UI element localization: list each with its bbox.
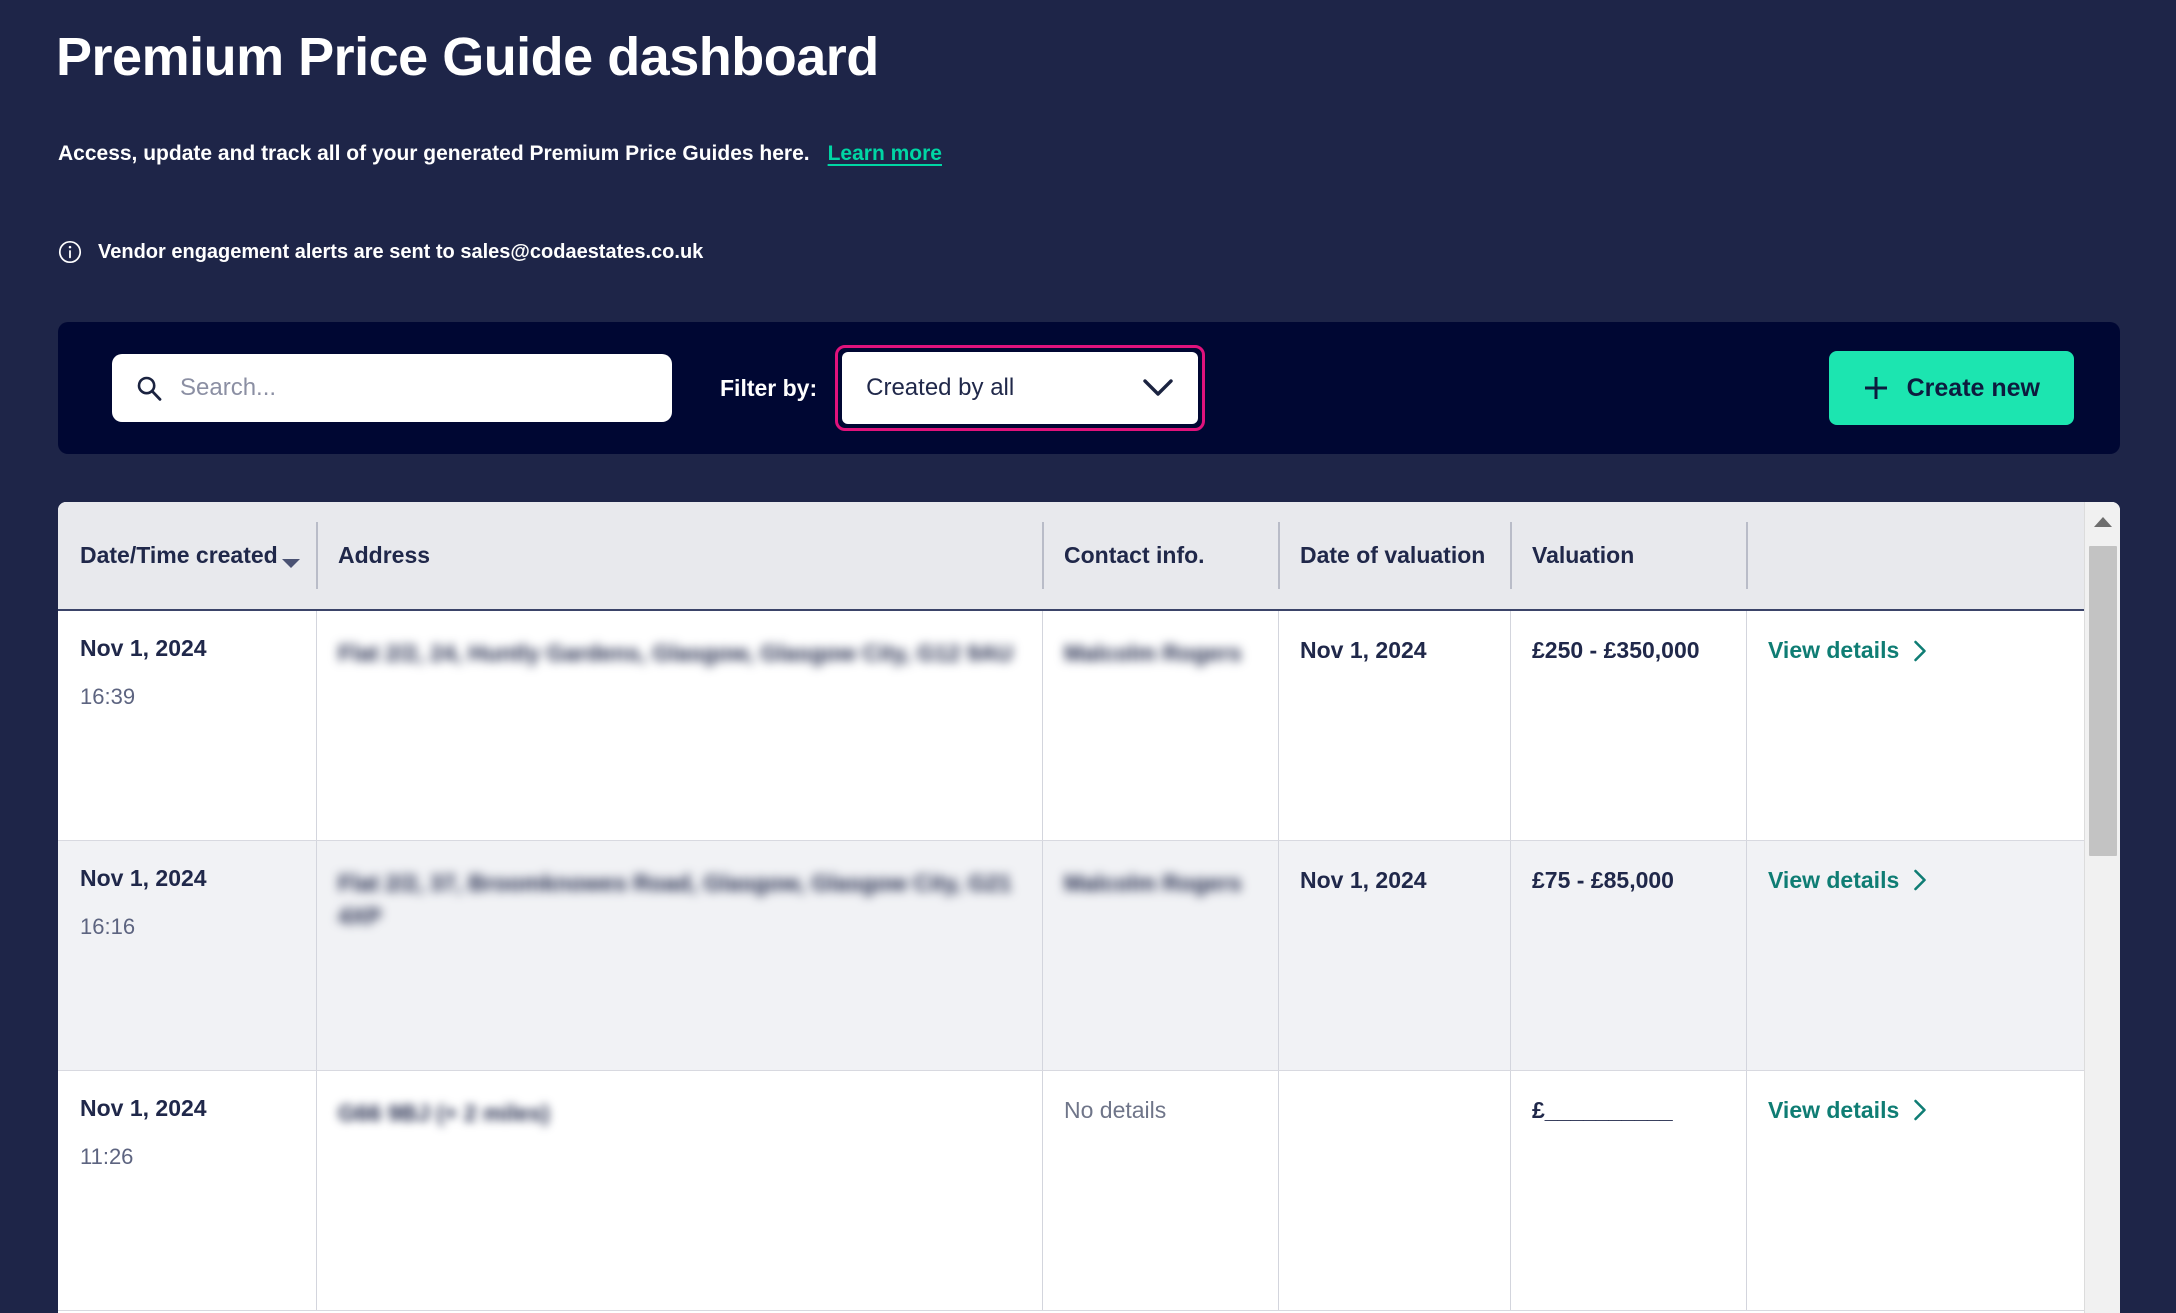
- row-time: 11:26: [80, 1143, 134, 1169]
- vendor-alert-text: Vendor engagement alerts are sent to sal…: [98, 240, 704, 263]
- cell-valuation: £__________: [1510, 1070, 1746, 1311]
- created-by-filter-value: Created by all: [866, 374, 1015, 401]
- column-header-actions: [1746, 502, 2084, 611]
- create-new-button[interactable]: Create new: [1828, 351, 2074, 425]
- column-header-address[interactable]: Address: [316, 502, 1042, 611]
- row-date: Nov 1, 2024: [80, 635, 207, 661]
- row-time: 16:16: [80, 913, 136, 939]
- row-address-redacted: Flat 2/2, 37, Broomknowes Road, Glasgow,…: [338, 869, 1012, 929]
- table-header-row: Date/Time created Address Contact info. …: [58, 502, 2084, 611]
- row-contact-redacted: Malcolm Rogers: [1064, 869, 1242, 896]
- cell-address: Flat 2/2, 24, Huntly Gardens, Glasgow, G…: [316, 610, 1042, 841]
- column-header-label: Date/Time created: [80, 542, 278, 568]
- view-details-label: View details: [1768, 1096, 1900, 1123]
- page-subtitle: Access, update and track all of your gen…: [58, 142, 942, 166]
- sort-desc-caret-icon[interactable]: [280, 549, 302, 568]
- cell-date-time: Nov 1, 2024 11:26: [58, 1070, 316, 1311]
- cell-actions: View details: [1746, 1070, 2084, 1311]
- search-icon: [134, 373, 164, 403]
- cell-valuation: £250 - £350,000: [1510, 610, 1746, 841]
- cell-date-time: Nov 1, 2024 16:39: [58, 610, 316, 841]
- vendor-alert-note: Vendor engagement alerts are sent to sal…: [58, 240, 703, 264]
- cell-address: Flat 2/2, 37, Broomknowes Road, Glasgow,…: [316, 840, 1042, 1071]
- learn-more-link[interactable]: Learn more: [827, 142, 942, 165]
- scroll-up-arrow-icon[interactable]: [2085, 502, 2121, 542]
- table-row[interactable]: Nov 1, 2024 16:16 Flat 2/2, 37, Broomkno…: [58, 840, 2084, 1071]
- search-input[interactable]: [180, 374, 650, 402]
- cell-contact-info: Malcolm Rogers: [1042, 610, 1278, 841]
- view-details-link[interactable]: View details: [1768, 1097, 1927, 1124]
- subtitle-text: Access, update and track all of your gen…: [58, 142, 810, 165]
- cell-contact-info: Malcolm Rogers: [1042, 840, 1278, 1071]
- cell-contact-info: No details: [1042, 1070, 1278, 1311]
- cell-date-of-valuation: Nov 1, 2024: [1278, 840, 1510, 1071]
- filter-toolbar: Filter by: Created by all Create new: [58, 322, 2120, 454]
- cell-date-of-valuation: [1278, 1070, 1510, 1311]
- cell-actions: View details: [1746, 840, 2084, 1071]
- search-box[interactable]: [112, 354, 672, 422]
- created-by-filter-inner[interactable]: Created by all: [842, 352, 1199, 424]
- cell-actions: View details: [1746, 610, 2084, 841]
- row-contact-redacted: Malcolm Rogers: [1064, 640, 1242, 666]
- created-by-filter-select[interactable]: Created by all: [835, 345, 1206, 431]
- filter-by-label: Filter by:: [720, 374, 818, 401]
- chevron-right-icon: [1913, 869, 1927, 891]
- create-new-label: Create new: [1906, 373, 2040, 402]
- column-header-date-time-created[interactable]: Date/Time created: [58, 502, 316, 611]
- column-header-contact-info[interactable]: Contact info.: [1042, 502, 1278, 611]
- info-circle-icon: [58, 240, 82, 264]
- table-scrollbar[interactable]: [2084, 502, 2120, 1313]
- view-details-link[interactable]: View details: [1768, 637, 1927, 664]
- chevron-down-icon: [1142, 378, 1174, 398]
- view-details-label: View details: [1768, 637, 1900, 663]
- row-address-redacted: G66 9BJ (+ 2 miles): [338, 1099, 550, 1126]
- row-date: Nov 1, 2024: [80, 1094, 207, 1121]
- cell-address: G66 9BJ (+ 2 miles): [316, 1070, 1042, 1311]
- price-guides-table: Date/Time created Address Contact info. …: [58, 502, 2084, 1313]
- plus-icon: [1863, 375, 1889, 401]
- price-guides-table-container: Date/Time created Address Contact info. …: [58, 502, 2120, 1313]
- column-header-valuation[interactable]: Valuation: [1510, 502, 1746, 611]
- row-address-redacted: Flat 2/2, 24, Huntly Gardens, Glasgow, G…: [338, 640, 1013, 666]
- cell-date-time: Nov 1, 2024 16:16: [58, 840, 316, 1071]
- row-time: 16:39: [80, 684, 136, 709]
- row-date: Nov 1, 2024: [80, 864, 207, 891]
- cell-date-of-valuation: Nov 1, 2024: [1278, 610, 1510, 841]
- row-valuation-blank: £__________: [1532, 1096, 1673, 1123]
- chevron-right-icon: [1913, 1099, 1927, 1121]
- scrollbar-thumb[interactable]: [2088, 546, 2117, 856]
- view-details-label: View details: [1768, 866, 1900, 893]
- row-contact-no-details: No details: [1064, 1096, 1167, 1123]
- chevron-right-icon: [1913, 640, 1927, 662]
- column-header-date-of-valuation[interactable]: Date of valuation: [1278, 502, 1510, 611]
- table-row[interactable]: Nov 1, 2024 11:26 G66 9BJ (+ 2 miles) No…: [58, 1070, 2084, 1311]
- cell-valuation: £75 - £85,000: [1510, 840, 1746, 1071]
- scrollbar-track[interactable]: [2085, 542, 2121, 1313]
- view-details-link[interactable]: View details: [1768, 867, 1927, 894]
- page-title: Premium Price Guide dashboard: [56, 27, 879, 87]
- table-row[interactable]: Nov 1, 2024 16:39 Flat 2/2, 24, Huntly G…: [58, 610, 2084, 841]
